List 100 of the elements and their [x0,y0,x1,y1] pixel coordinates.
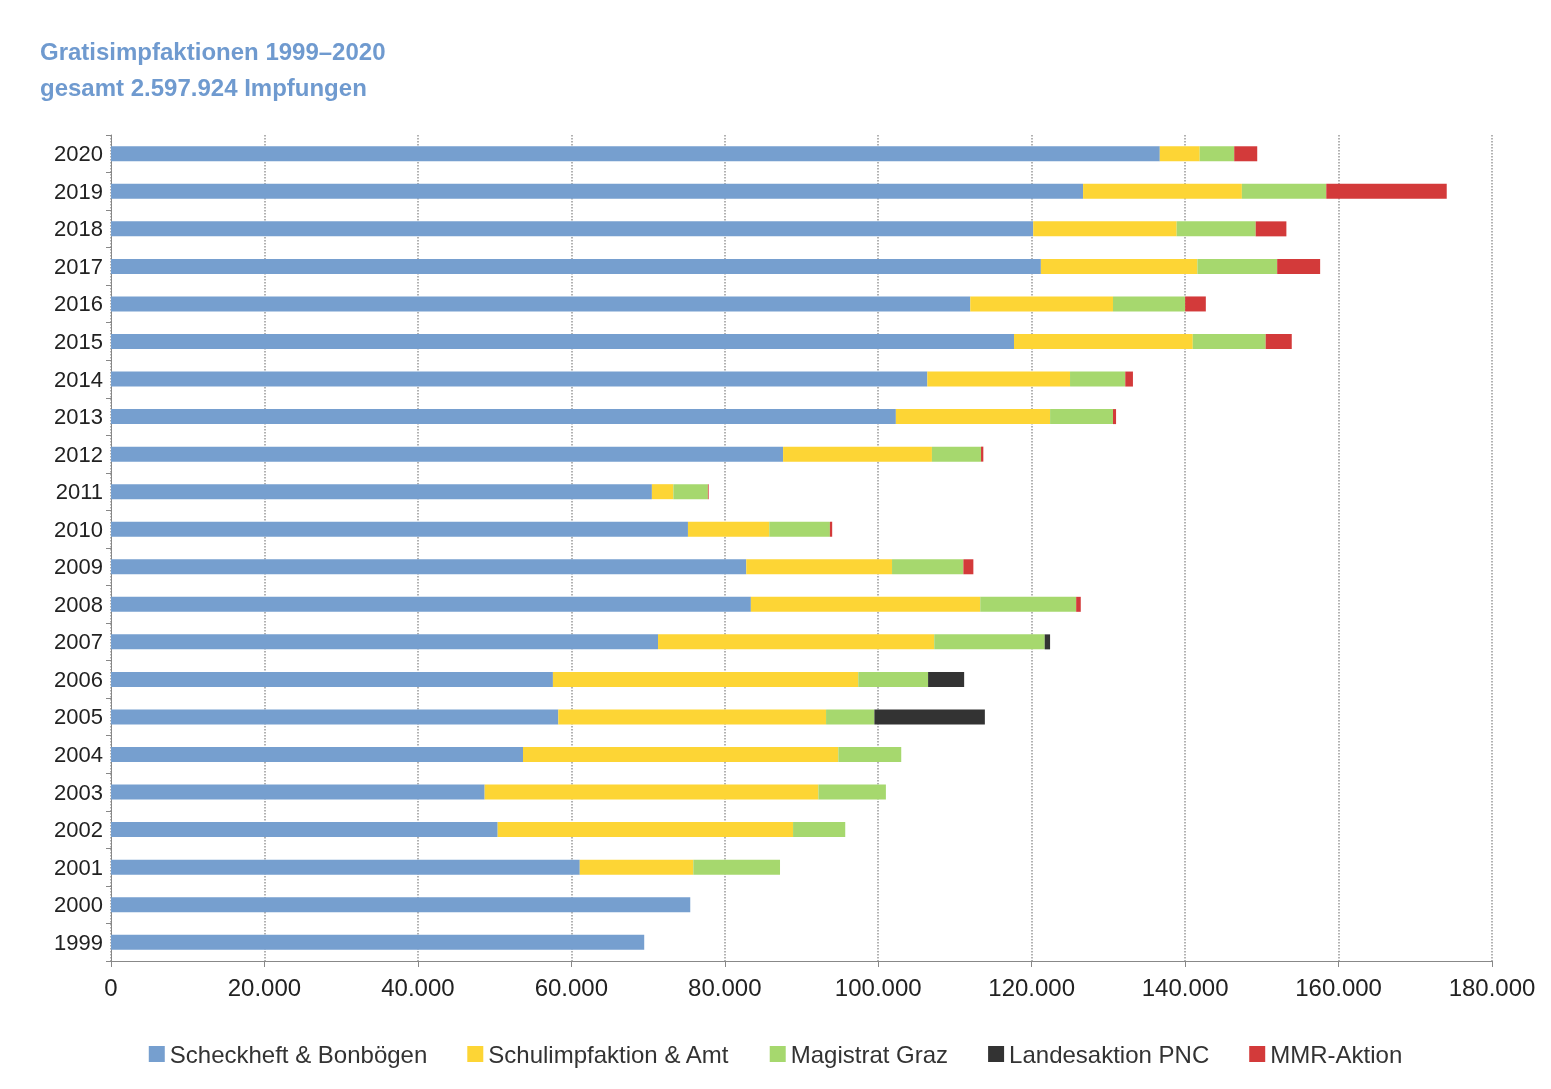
bar [111,146,1160,162]
bar [931,446,982,462]
legend-label: Landesaktion PNC [1009,1040,1210,1068]
legend-label: Magistrat Graz [790,1040,949,1068]
y-tick-label: 2020 [54,141,103,167]
y-tick-label: 2004 [54,742,103,767]
y-tick-label: 2008 [54,591,103,617]
x-tick-label: 40.000 [381,973,455,1001]
y-tick-label: 2003 [54,779,103,805]
bar [1050,409,1113,425]
bar [1192,334,1266,349]
bar [111,747,523,762]
y-tick-label: 2013 [54,404,103,430]
bar [980,596,1077,612]
bar [892,559,964,575]
bar [746,559,893,575]
bar [687,521,770,537]
bar [1277,258,1321,274]
legend-label: MMR-Aktion [1270,1040,1403,1068]
x-tick-label: 100.000 [834,973,922,1001]
bar [1070,371,1126,387]
bar [552,671,859,687]
bar [928,671,965,687]
bar [769,521,830,537]
y-tick-label: 2007 [54,629,103,655]
bar [1112,409,1117,425]
y-tick-label: 2006 [54,666,103,692]
bar [1014,334,1193,349]
bar [111,446,784,462]
bar [1176,221,1256,237]
bar [497,822,794,838]
x-tick-label: 120.000 [988,973,1076,1001]
x-tick-label: 180.000 [1448,973,1536,1001]
bar [750,596,981,612]
bar [1112,296,1186,312]
y-tick-label: 2009 [54,554,103,580]
bar [1185,296,1206,312]
bar [111,484,652,500]
bar [783,446,932,462]
bar [111,822,498,838]
bar [1159,146,1200,162]
bar [111,709,559,725]
legend-label: Scheckheft & Bonbögen [169,1040,428,1068]
bar [579,859,694,875]
bar [1255,221,1287,237]
bar [693,859,781,875]
x-tick-label: 0 [104,973,118,1001]
y-tick-label: 2011 [55,479,103,505]
bar [111,671,553,687]
bar [1033,221,1177,237]
bar [111,296,971,312]
y-tick-label: 2001 [54,854,103,880]
bar [818,784,886,800]
y-tick-label: 2014 [54,366,103,392]
bar [1197,258,1278,274]
bar [558,709,827,725]
chart-subtitle: gesamt 2.597.924 Impfungen [40,73,367,101]
bar [934,634,1045,650]
y-tick-label: 2005 [54,704,103,730]
x-tick-label: 20.000 [227,973,302,1001]
bar [1076,596,1081,612]
bar [658,634,935,650]
bar [651,484,674,500]
y-tick-label: 2002 [54,817,103,843]
bar [970,296,1113,312]
y-tick-label: 2019 [54,178,103,204]
bar [111,784,485,800]
bar [793,822,846,838]
x-tick-label: 60.000 [534,973,609,1001]
x-tick-label: 160.000 [1295,973,1382,1001]
bar [111,897,691,913]
y-tick-label: 2015 [54,329,103,354]
bar [111,634,659,650]
y-tick-label: 2018 [54,216,103,242]
bar [111,559,747,575]
bar [963,559,974,575]
bar [1234,146,1258,162]
bar [1040,258,1198,274]
bar [1199,146,1235,162]
bar [1125,371,1133,387]
y-tick-label: 2010 [54,516,103,542]
bar [111,221,1034,237]
bar [111,183,1084,199]
y-tick-label: 2016 [54,291,103,317]
bar [111,409,896,425]
bar [673,484,708,500]
y-tick-label: 2017 [54,253,103,279]
bar [111,859,580,875]
y-tick-label: 2000 [54,892,103,918]
bar [874,709,985,725]
bar [895,409,1051,425]
bar [1265,334,1292,349]
bar [111,371,928,387]
bar [1083,183,1242,199]
bar [111,596,751,612]
bar [927,371,1071,387]
bar [826,709,875,725]
x-tick-label: 140.000 [1141,973,1229,1001]
bar [484,784,819,800]
y-tick-label: 1999 [54,929,103,955]
